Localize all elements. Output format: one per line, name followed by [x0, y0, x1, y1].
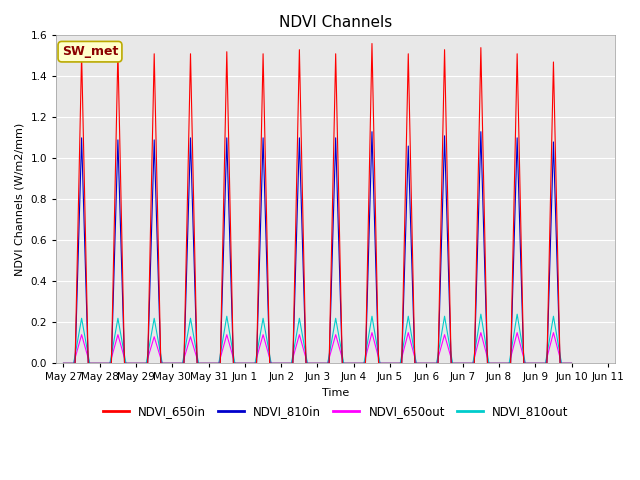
- NDVI_650out: [86, 360, 94, 366]
- Line: NDVI_810out: NDVI_810out: [63, 314, 572, 363]
- NDVI_650out: [368, 330, 376, 336]
- NDVI_810out: [262, 328, 269, 334]
- Line: NDVI_650out: NDVI_650out: [63, 333, 572, 363]
- NDVI_810out: [477, 312, 484, 317]
- NDVI_650out: [60, 360, 67, 366]
- NDVI_650in: [60, 360, 67, 366]
- NDVI_650in: [368, 41, 376, 47]
- Y-axis label: NDVI Channels (W/m2/mm): NDVI Channels (W/m2/mm): [15, 123, 25, 276]
- NDVI_810in: [368, 129, 376, 134]
- NDVI_810in: [252, 360, 259, 366]
- NDVI_810in: [193, 343, 200, 349]
- NDVI_650out: [306, 360, 314, 366]
- NDVI_810out: [568, 360, 575, 366]
- NDVI_650out: [568, 360, 575, 366]
- NDVI_650in: [403, 99, 411, 105]
- NDVI_810out: [86, 360, 94, 366]
- NDVI_650in: [568, 360, 575, 366]
- NDVI_650in: [86, 360, 94, 366]
- Line: NDVI_650in: NDVI_650in: [63, 44, 572, 363]
- NDVI_650out: [403, 334, 411, 339]
- Text: SW_met: SW_met: [62, 45, 118, 58]
- NDVI_810in: [568, 360, 575, 366]
- NDVI_810in: [60, 360, 67, 366]
- Title: NDVI Channels: NDVI Channels: [279, 15, 392, 30]
- NDVI_810in: [262, 215, 269, 221]
- NDVI_810out: [252, 360, 259, 365]
- NDVI_810out: [60, 360, 67, 366]
- NDVI_650in: [262, 161, 269, 167]
- NDVI_810out: [403, 320, 411, 325]
- NDVI_650in: [306, 360, 314, 366]
- NDVI_810in: [86, 360, 94, 366]
- X-axis label: Time: Time: [322, 388, 349, 398]
- NDVI_650in: [193, 336, 200, 342]
- Line: NDVI_810in: NDVI_810in: [63, 132, 572, 363]
- NDVI_650out: [193, 354, 200, 360]
- Legend: NDVI_650in, NDVI_810in, NDVI_650out, NDVI_810out: NDVI_650in, NDVI_810in, NDVI_650out, NDV…: [98, 401, 573, 423]
- NDVI_810in: [306, 360, 314, 366]
- NDVI_650in: [252, 360, 259, 366]
- NDVI_810in: [403, 177, 411, 183]
- NDVI_650out: [262, 340, 269, 346]
- NDVI_810out: [306, 360, 314, 366]
- NDVI_810out: [193, 349, 200, 355]
- NDVI_650out: [252, 360, 259, 366]
